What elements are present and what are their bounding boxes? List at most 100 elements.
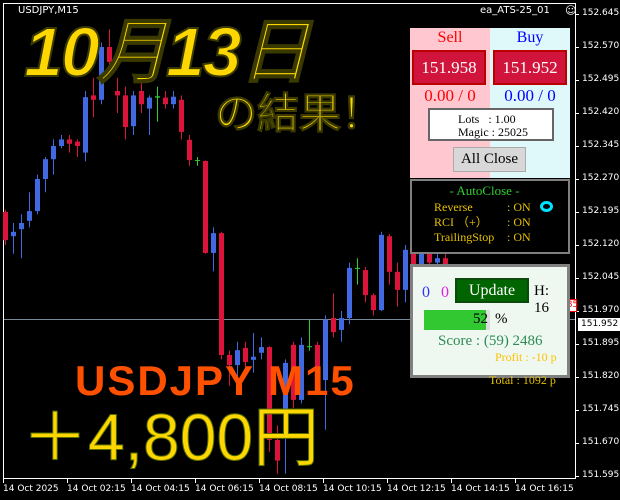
sell-button[interactable]: 151.958: [412, 50, 486, 85]
candle-body: [267, 347, 272, 440]
y-axis-label: 152.120: [582, 239, 620, 249]
candle-body: [403, 249, 408, 290]
y-axis-label: 152.495: [582, 74, 620, 84]
candle-body: [27, 211, 32, 221]
x-axis-label: 14 Oct 08:15: [259, 484, 318, 494]
candle-body: [67, 139, 72, 144]
y-axis-label: 151.670: [582, 437, 620, 447]
autoclose-row-label: RCI （+）: [434, 215, 488, 229]
update-button[interactable]: Update: [455, 278, 529, 303]
candle-body: [363, 270, 368, 296]
smiley-icon: ☺: [565, 4, 577, 17]
candle-body: [115, 91, 120, 96]
candle-body: [43, 159, 48, 179]
candle-body: [131, 95, 136, 127]
count-magenta: 0: [441, 284, 449, 301]
candle-body: [163, 97, 168, 105]
candle-body: [427, 253, 432, 263]
candle-body: [315, 344, 320, 373]
y-axis-label: 151.970: [582, 305, 620, 315]
x-axis-label: 14 Oct 16:15: [515, 484, 574, 494]
candle-body: [219, 233, 224, 355]
trade-panel: Sell Buy 151.958 151.952 0.00 / 0 0.00 /…: [410, 28, 570, 178]
candle-body: [387, 236, 392, 272]
y-axis-label: 152.045: [582, 272, 620, 282]
autoclose-panel: - AutoClose - Reverse: ON RCI （+）: ON Trai…: [410, 179, 570, 254]
candle-body: [11, 231, 16, 237]
candle-body: [35, 179, 40, 212]
candle-body: [355, 267, 360, 269]
hour-label: H: 16: [534, 283, 549, 316]
candle-body: [235, 350, 240, 366]
progress-value: 52: [473, 311, 488, 327]
sell-label: Sell: [437, 29, 463, 46]
candle-body: [435, 258, 440, 263]
candle-body: [171, 96, 176, 105]
candle-body: [379, 234, 384, 311]
buy-button[interactable]: 151.952: [493, 50, 567, 85]
chart-border: [3, 3, 576, 479]
candle-body: [347, 267, 352, 319]
candle-body: [179, 99, 184, 132]
candle-body: [107, 47, 112, 62]
count-blue: 0: [422, 284, 430, 301]
y-axis-label: 151.745: [582, 404, 620, 414]
x-axis-label: 14 Oct 04:15: [131, 484, 190, 494]
x-axis-label: 14 Oct 06:15: [195, 484, 254, 494]
candle-body: [99, 47, 104, 100]
autoclose-row-value: : ON: [507, 215, 531, 229]
ea-name: ea_ATS-25_01: [480, 5, 550, 16]
autoclose-row-value: : ON: [507, 230, 531, 244]
candle-body: [291, 344, 296, 400]
y-axis-label: 152.345: [582, 140, 620, 150]
candle-body: [259, 347, 264, 353]
candle-body: [91, 95, 96, 100]
candle-body: [411, 249, 416, 267]
candle-body: [227, 355, 232, 366]
autoclose-row-value: : ON: [507, 200, 531, 214]
current-price-label: 151.952: [578, 318, 620, 331]
lots-value: Lots : 1.00: [458, 112, 516, 126]
pair-timeframe-text: USDJPY M15: [75, 357, 356, 404]
candle-body: [83, 97, 88, 153]
total-label: Total : 1092 p: [489, 373, 556, 387]
y-axis-label: 151.820: [582, 371, 620, 381]
all-close-button[interactable]: All Close: [453, 147, 526, 172]
x-axis-label: 14 Oct 14:15: [451, 484, 510, 494]
candle-body: [395, 271, 400, 290]
status-panel: 0 0 Update H: 16 52 % Score : (59) 2486 …: [410, 264, 570, 378]
candle-body: [75, 141, 80, 146]
candle-body: [147, 97, 152, 109]
x-axis-label: 14 Oct 10:15: [323, 484, 382, 494]
candle-body: [211, 233, 216, 253]
y-axis-label: 151.595: [582, 470, 620, 480]
candle-body: [331, 318, 336, 333]
candle-body: [307, 346, 312, 348]
candle-body: [59, 139, 64, 146]
y-axis-label: 152.420: [582, 107, 620, 117]
candle-body: [195, 160, 200, 162]
candle-body: [19, 223, 24, 230]
profit-yen-text: ＋4,800円: [21, 400, 320, 474]
percent-sign: %: [495, 311, 508, 327]
candle-body: [339, 318, 344, 330]
candle-body: [275, 439, 280, 461]
chart-symbol-title: USDJPY,M15: [18, 5, 79, 16]
autoclose-row-label: TrailingStop: [434, 230, 495, 244]
candle-body: [371, 295, 376, 311]
profit-label: Profit : -10 p: [495, 350, 557, 364]
sell-pl: 0.00 / 0: [424, 86, 476, 105]
candle-body: [299, 344, 304, 400]
candle-body: [243, 347, 248, 363]
candle-body: [155, 96, 160, 98]
autoclose-status-indicator-icon: [540, 201, 553, 212]
candle-body: [203, 160, 208, 253]
autoclose-title: - AutoClose -: [449, 183, 520, 198]
candle-body: [123, 95, 128, 128]
progress-bar: 52: [424, 310, 490, 330]
date-title: 10月13日: [23, 13, 311, 91]
x-axis-label: 14 Oct 12:15: [387, 484, 446, 494]
score-label: Score : (59) 2486: [438, 333, 543, 349]
magic-value: Magic : 25025: [458, 125, 528, 139]
x-axis-label: 14 Oct 2025: [3, 484, 59, 494]
